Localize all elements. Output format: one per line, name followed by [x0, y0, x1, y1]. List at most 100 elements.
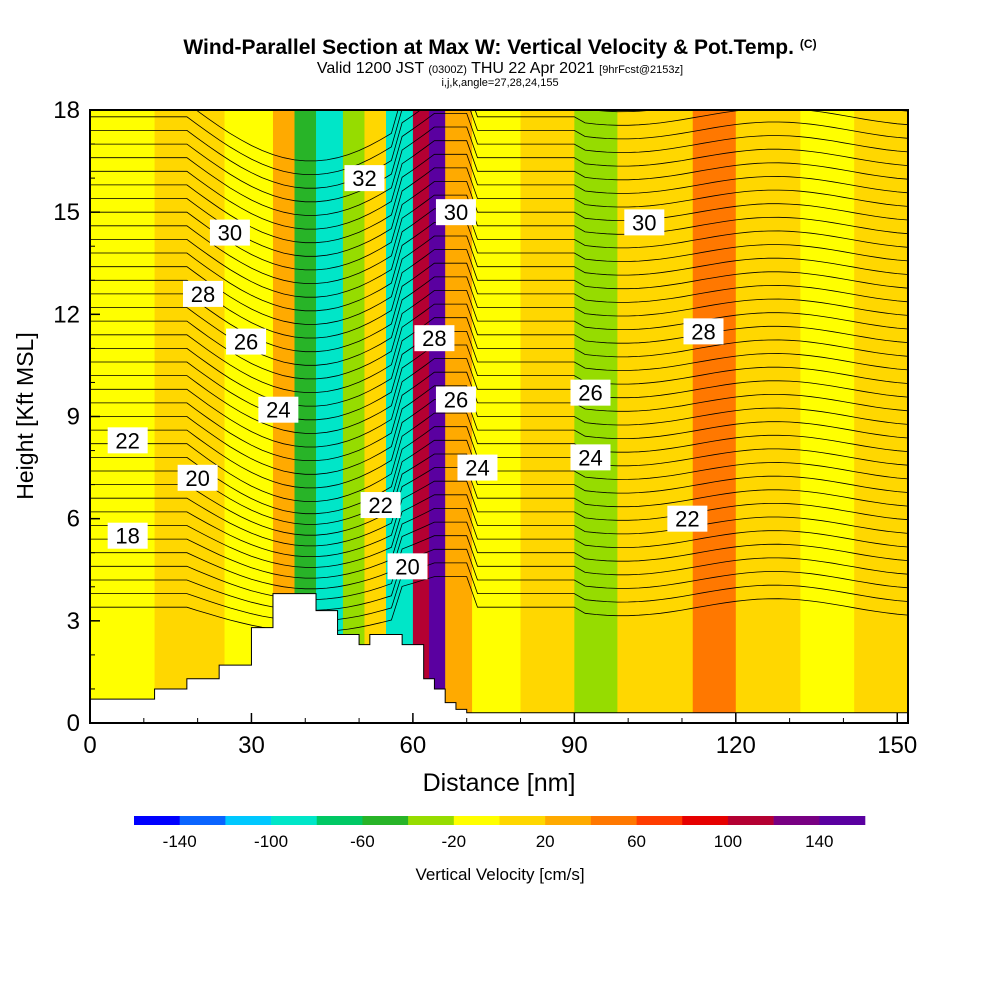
colorbar-tick-label: 20 [536, 832, 555, 851]
isentrope-label: 24 [258, 396, 299, 423]
colorbar-tick-label: 100 [714, 832, 742, 851]
velocity-band [735, 110, 801, 723]
x-tick-label: 0 [83, 732, 96, 759]
isentrope-line [90, 249, 908, 339]
colorbar-swatch [773, 816, 820, 825]
valid-zulu: (0300Z) [428, 64, 467, 76]
svg-text:20: 20 [185, 466, 209, 491]
isentrope-line [90, 208, 908, 298]
svg-text:30: 30 [218, 221, 242, 246]
svg-text:28: 28 [422, 326, 446, 351]
svg-text:20: 20 [395, 554, 419, 579]
velocity-band [294, 110, 317, 723]
isentrope-line [90, 385, 908, 475]
x-tick-label: 30 [238, 732, 265, 759]
isentrope-line [90, 262, 908, 353]
x-axis: 0 30 60 90 120 150 [83, 713, 917, 759]
isentrope-line [90, 439, 908, 525]
isentrope-label: 26 [570, 379, 611, 406]
colorbar-swatch [179, 816, 226, 825]
x-tick-label: 120 [716, 732, 756, 759]
isentrope-label: 26 [435, 386, 476, 413]
svg-text:30: 30 [444, 200, 468, 225]
colorbar-swatch [316, 816, 363, 825]
isentrope-labels: 18 20 22 22 22 20 24 24 24 26 26 26 28 28 28 30 30 30 32 [107, 165, 724, 580]
isentrope-label: 24 [457, 454, 498, 481]
colorbar-swatch [636, 816, 683, 825]
svg-text:32: 32 [352, 166, 376, 191]
svg-text:22: 22 [115, 428, 139, 453]
colorbar-swatch [590, 816, 637, 825]
isentrope-line [90, 110, 908, 175]
chart-title: Wind-Parallel Section at Max W: Vertical… [0, 36, 1000, 60]
isentrope-line [90, 508, 908, 579]
chart-subtitle: Valid 1200 JST (0300Z) THU 22 Apr 2021 [… [0, 60, 1000, 78]
isentrope-line [90, 113, 908, 203]
y-axis: 0 3 6 9 12 15 18 [53, 97, 100, 737]
x-tick-label: 60 [400, 732, 427, 759]
colorbar-tick-label: 140 [805, 832, 833, 851]
isentrope-line [90, 521, 908, 590]
isentrope-label: 30 [624, 209, 665, 236]
y-tick-label: 3 [67, 608, 80, 635]
colorbar-tick-label: -60 [350, 832, 375, 851]
colorbar-tick-label: 60 [627, 832, 646, 851]
svg-text:22: 22 [675, 507, 699, 532]
velocity-band [800, 110, 855, 723]
y-tick-label: 12 [53, 301, 80, 328]
chart-title-units: (C) [799, 37, 817, 51]
valid-prefix: Valid 1200 JST [316, 60, 424, 77]
isentrope-label: 30 [209, 219, 250, 246]
terrain-profile [89, 593, 909, 724]
velocity-band [412, 110, 430, 723]
isentrope-label: 30 [435, 199, 476, 226]
isentrope-label: 22 [360, 492, 401, 519]
svg-text:18: 18 [115, 524, 139, 549]
isentrope-line [90, 453, 908, 536]
svg-text:28: 28 [191, 282, 215, 307]
isentrope-line [90, 412, 908, 502]
colorbar-tick-label: -20 [442, 832, 467, 851]
svg-text:30: 30 [632, 210, 656, 235]
velocity-band [342, 110, 365, 723]
colorbar-swatch [225, 816, 272, 825]
y-tick-label: 15 [53, 199, 80, 226]
isentrope-line [90, 303, 908, 393]
y-tick-label: 18 [53, 97, 80, 124]
svg-text:22: 22 [368, 493, 392, 518]
svg-text:26: 26 [444, 387, 468, 412]
isentrope-line [90, 153, 908, 244]
y-axis-label: Height [Kft MSL] [12, 332, 38, 499]
colorbar-tick-label: -100 [254, 832, 288, 851]
isentrope-label: 20 [387, 553, 428, 580]
isentrope-label: 22 [107, 427, 148, 454]
isentrope-line [90, 576, 908, 633]
velocity-band [364, 110, 387, 723]
isentrope-line [90, 562, 908, 622]
isentrope-line [90, 494, 908, 568]
x-tick-label: 150 [877, 732, 917, 759]
colorbar-swatch [545, 816, 592, 825]
isentrope-label: 20 [177, 464, 218, 491]
isentrope-line [90, 317, 908, 407]
isentrope-label: 28 [183, 280, 224, 307]
isentrope-line [90, 371, 908, 461]
colorbar-swatch [134, 816, 180, 825]
colorbar-swatch [271, 816, 318, 825]
isentrope-line [90, 110, 908, 189]
colorbar-swatch [453, 816, 500, 825]
isentrope-line [90, 399, 908, 489]
svg-text:26: 26 [578, 381, 602, 406]
svg-text:24: 24 [266, 398, 290, 423]
y-tick-label: 9 [67, 404, 80, 431]
svg-text:24: 24 [578, 445, 602, 470]
valid-date: THU 22 Apr 2021 [471, 60, 595, 77]
isentrope-line [90, 548, 908, 611]
y-tick-label: 6 [67, 506, 80, 533]
colorbar-swatch [819, 816, 866, 825]
velocity-band [574, 110, 618, 723]
isentrope-line [90, 426, 908, 515]
svg-text:26: 26 [234, 330, 258, 355]
colorbar: -140 -100 -60 -20 20 60 100 140 [134, 816, 866, 851]
